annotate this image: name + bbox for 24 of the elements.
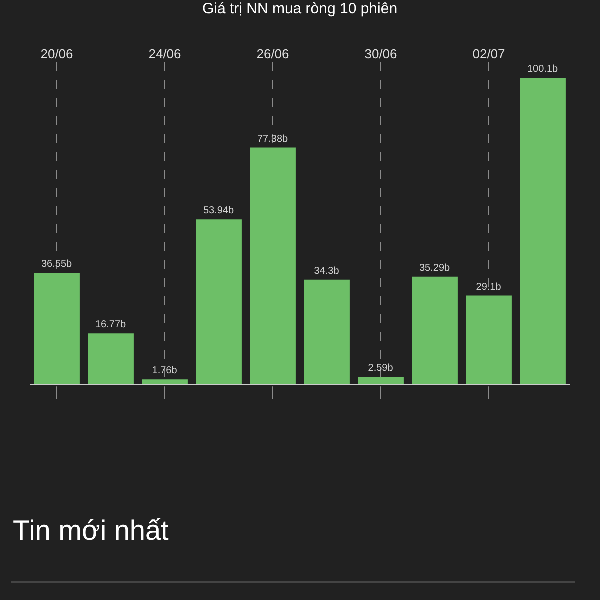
bar	[250, 148, 296, 385]
bar	[412, 276, 458, 385]
x-tick-label: 26/06	[256, 46, 290, 62]
x-tick-label: 20/06	[40, 46, 74, 62]
data-label: 34.3b	[314, 266, 340, 277]
bar	[34, 272, 80, 385]
bar	[466, 296, 512, 385]
x-tick-label: 30/06	[364, 46, 398, 62]
bar	[196, 220, 242, 385]
bar	[88, 334, 134, 385]
text: Tin mới nhất	[13, 515, 170, 546]
bar	[520, 78, 566, 385]
data-label: 29.1b	[476, 282, 502, 293]
bar	[304, 280, 350, 385]
bar	[142, 380, 188, 385]
data-label: 100.1b	[527, 64, 559, 76]
data-label: 53.94b	[203, 206, 235, 217]
x-tick-label: 24/06	[148, 46, 182, 62]
x-tick-label: 02/07	[472, 46, 506, 62]
bar	[358, 377, 404, 385]
data-label: 2.59b	[368, 363, 394, 374]
data-label: 16.77b	[95, 320, 127, 331]
data-label: 35.29b	[419, 262, 451, 274]
chart-title: Giá trị NN mua ròng 10 phiên	[202, 0, 398, 18]
